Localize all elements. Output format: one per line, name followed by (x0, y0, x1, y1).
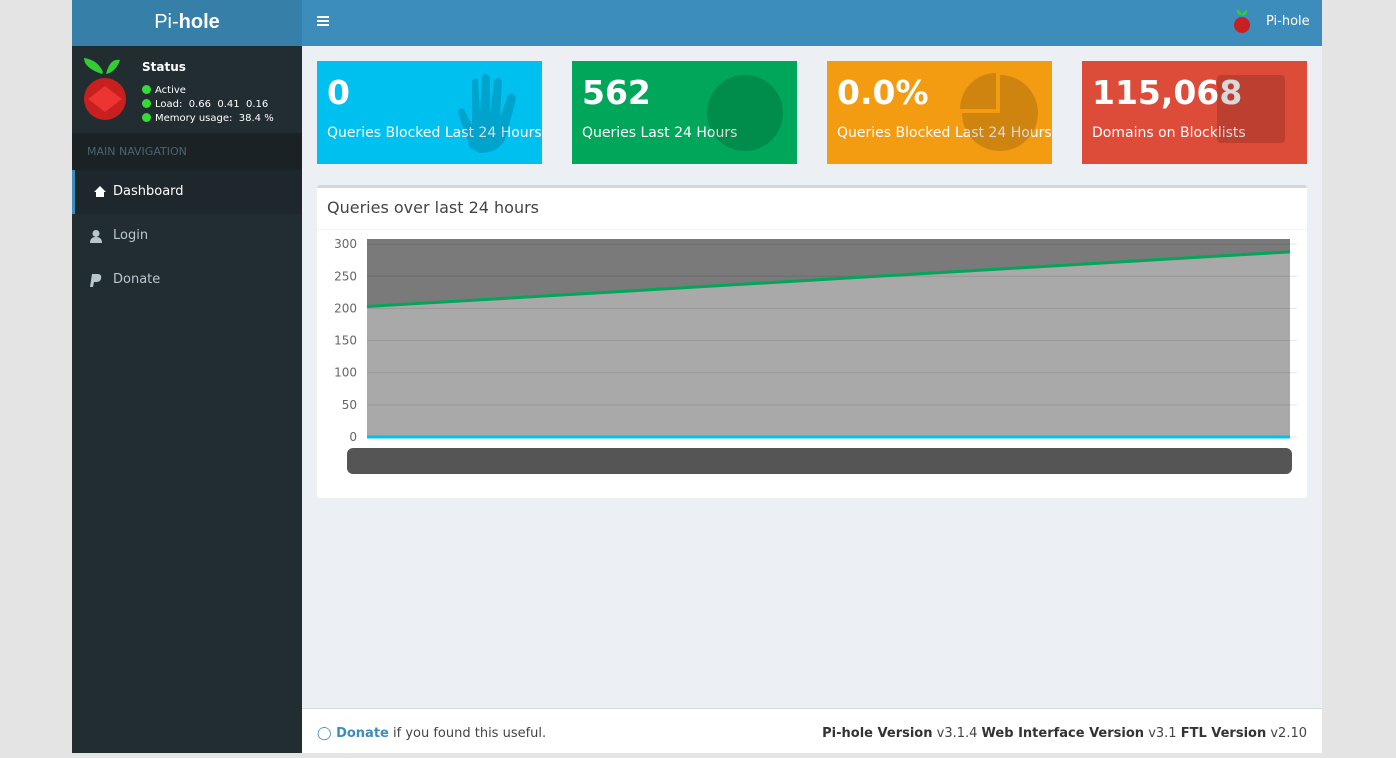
status-text: Load: 0.66 0.41 0.16 (155, 99, 269, 110)
status-row: Active (142, 85, 186, 96)
version-value: v3.1.4 (936, 726, 978, 741)
brand-icon (1234, 9, 1250, 33)
y-tick-label: 0 (349, 430, 357, 444)
status-text: Active (155, 85, 186, 96)
stat-label: Queries Last 24 Hours (582, 125, 738, 141)
logo-light: Pi- (154, 11, 179, 33)
brand[interactable]: Pi-hole (1266, 14, 1310, 29)
nav-item[interactable]: Dashboard (72, 170, 302, 214)
nav-header: MAIN NAVIGATION (72, 133, 302, 170)
donate-text: Donate (336, 726, 389, 741)
logo-bold: hole (178, 11, 220, 33)
stat-icon (707, 75, 783, 151)
stat-value: 115,068 (1092, 73, 1243, 112)
stat-box: 562 Queries Last 24 Hours (572, 61, 797, 164)
nav-label: Donate (113, 272, 161, 287)
version-value: v3.1 (1148, 726, 1177, 741)
stat-box: 115,068 Domains on Blocklists (1082, 61, 1307, 164)
area-fill (367, 251, 1290, 437)
version-name: Web Interface Version (981, 726, 1145, 741)
y-tick-label: 150 (334, 334, 357, 348)
stat-value: 0.0% (837, 73, 929, 112)
version-name: FTL Version (1180, 726, 1267, 741)
nav-label: Dashboard (113, 184, 184, 199)
stat-value: 562 (582, 73, 651, 112)
series-line (366, 250, 1291, 308)
stat-icon (960, 73, 1038, 151)
y-tick-label: 100 (334, 366, 357, 380)
stat-icon (458, 74, 516, 153)
stat-label: Domains on Blocklists (1092, 125, 1246, 141)
app: Pi-hole Pi-hole Status Active Load: 0.66… (72, 0, 1322, 753)
nav-label: Login (113, 228, 149, 243)
nav-item[interactable]: Donate (72, 258, 302, 302)
chart-title: Queries over last 24 hours (327, 198, 540, 217)
chart-card: Queries over last 24 hours 0 50 100 150 200 2… (317, 185, 1307, 498)
stat-label: Queries Blocked Last 24 Hours (837, 125, 1052, 141)
versions: Pi-hole Version v3.1.4 Web Interface Ver… (822, 709, 1307, 758)
stat-value: 0 (327, 73, 350, 112)
y-tick-label: 200 (334, 301, 357, 315)
status-title: Status (142, 60, 186, 74)
stat-icon (1217, 75, 1285, 143)
stat-box: 0 Queries Blocked Last 24 Hours (317, 61, 542, 164)
sidebar: Status Active Load: 0.66 0.41 0.16 Memor… (72, 46, 302, 753)
y-tick-label: 250 (334, 269, 357, 283)
donate-note: if you found this useful. (393, 726, 547, 741)
version-name: Pi-hole Version (822, 726, 933, 741)
y-tick-label: 50 (342, 398, 357, 412)
logo[interactable]: Pi-hole (72, 0, 302, 46)
footer: ◯ Donate if you found this useful. Pi-ho… (302, 708, 1322, 753)
y-tick-label: 300 (334, 237, 357, 251)
navbar: Pi-hole (302, 0, 1322, 46)
pihole-logo (84, 58, 126, 120)
status-text: Memory usage: 38.4 % (155, 113, 274, 124)
stat-box: 0.0% Queries Blocked Last 24 Hours (827, 61, 1052, 164)
version-value: v2.10 (1270, 726, 1307, 741)
donate-link[interactable]: ◯ Donate (317, 726, 389, 741)
x-axis-labels (347, 448, 1292, 474)
stat-label: Queries Blocked Last 24 Hours (327, 125, 542, 141)
status-row: Memory usage: 38.4 % (142, 113, 274, 124)
chart: 0 50 100 150 200 250 300 (334, 237, 1297, 474)
nav-item[interactable]: Login (72, 214, 302, 258)
menu-toggle[interactable] (317, 16, 331, 28)
status-row: Load: 0.66 0.41 0.16 (142, 99, 268, 110)
